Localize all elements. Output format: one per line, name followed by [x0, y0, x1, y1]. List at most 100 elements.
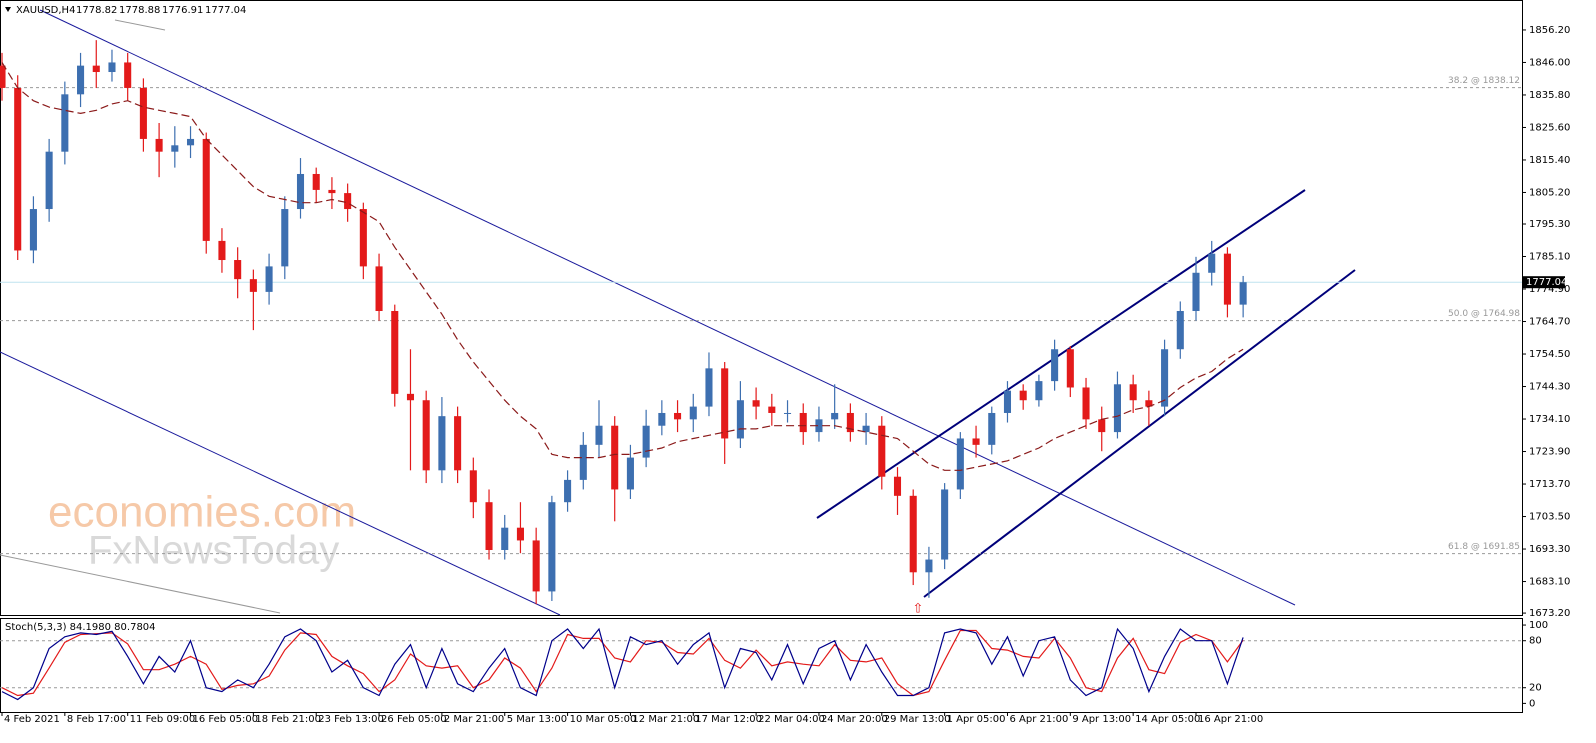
x-tick-label: 5 Mar 13:00: [507, 714, 567, 725]
candle-body: [768, 406, 776, 413]
candle-body: [312, 173, 320, 190]
candle-body: [265, 266, 273, 292]
channel-line: [923, 269, 1356, 598]
candle-body: [328, 189, 336, 194]
x-tick-label: 10 Mar 05:00: [570, 714, 637, 725]
trend-lines: [0, 9, 1356, 616]
candle-body: [186, 138, 195, 146]
y-tick-label: 1693.30: [1529, 544, 1570, 555]
candle-body: [1176, 311, 1184, 350]
candle-body: [532, 540, 540, 592]
candle-body: [171, 145, 179, 152]
y-tick-label: 1723.90: [1529, 447, 1570, 458]
trend-line: [0, 554, 281, 614]
x-tick-label: 14 Apr 05:00: [1135, 714, 1200, 725]
indicator-panel: [0, 618, 1523, 713]
y-tick-label: 1754.50: [1529, 349, 1570, 360]
candle-body: [296, 173, 305, 210]
candle-body: [92, 65, 100, 73]
candle-body: [956, 438, 964, 490]
channel-line: [816, 189, 1306, 519]
x-tick-label: 1 Apr 05:00: [947, 714, 1006, 725]
indicator-tick-label: 20: [1529, 683, 1542, 694]
candle-body: [815, 419, 823, 433]
indicator-line: [1, 629, 1244, 697]
y-tick-label: 1774.90: [1529, 284, 1570, 295]
candle-body: [831, 412, 839, 420]
candle-body: [972, 438, 980, 445]
indicator-tick-label: 100: [1529, 620, 1548, 631]
trend-line: [114, 19, 166, 31]
candle-body: [1051, 349, 1059, 382]
candle-body: [29, 209, 37, 251]
candle-body: [1113, 384, 1121, 433]
candle-body: [1223, 253, 1231, 305]
y-tick-label: 1673.20: [1529, 608, 1570, 619]
indicator-tick-label: 80: [1529, 636, 1542, 647]
last-price-label: 1777.04: [1526, 277, 1567, 288]
candle-body: [391, 311, 399, 394]
x-tick-label: 12 Mar 21:00: [632, 714, 699, 725]
candle-body: [516, 527, 524, 541]
candle-body: [564, 479, 572, 503]
symbol-title: XAUUSD,H4: [16, 5, 75, 16]
y-tick-label: 1744.30: [1529, 382, 1570, 393]
candle-body: [642, 425, 650, 458]
x-tick-label: 26 Feb 05:00: [381, 714, 447, 725]
candle-body: [721, 368, 729, 439]
candle-body: [45, 151, 53, 210]
y-tick-label: 1734.10: [1529, 414, 1570, 425]
watermark: economies.com: [48, 488, 356, 537]
candle-body: [595, 425, 603, 445]
candle-body: [501, 527, 509, 550]
indicator-label: Stoch(5,3,3) 84.1980 80.7804: [5, 622, 156, 633]
candle-body: [846, 412, 854, 433]
candle-body: [689, 406, 697, 420]
candle-body: [1129, 384, 1137, 401]
y-tick-label: 1815.40: [1529, 155, 1570, 166]
candle-body: [705, 368, 713, 407]
candle-body: [1019, 390, 1027, 401]
header-value: 1777.04: [205, 5, 246, 16]
header-values: 1778.82 1778.88 1776.91 1777.04: [76, 5, 246, 16]
y-tick-label: 1835.80: [1529, 90, 1570, 101]
x-tick-label: 22 Mar 04:00: [758, 714, 825, 725]
price-panel: [0, 0, 1523, 616]
candle-body: [736, 400, 744, 439]
candle-body: [469, 470, 477, 503]
y-tick-label: 1856.20: [1529, 25, 1570, 36]
candle-body: [0, 65, 6, 88]
candle-body: [438, 416, 446, 471]
candle-body: [909, 495, 917, 573]
candle-body: [485, 502, 493, 550]
header-value: 1778.88: [119, 5, 160, 16]
candle-body: [893, 476, 902, 496]
x-tick-label: 6 Apr 21:00: [1009, 714, 1068, 725]
x-tick-label: 9 Apr 13:00: [1072, 714, 1131, 725]
x-tick-label: 11 Feb 09:00: [130, 714, 196, 725]
candle-body: [1003, 390, 1012, 413]
candle-body: [406, 393, 415, 401]
fib-label: 50.0 @ 1764.98: [1448, 309, 1520, 319]
candle-body: [139, 87, 147, 139]
candle-body: [1239, 282, 1247, 305]
candle-body: [249, 279, 257, 292]
candle-body: [155, 138, 163, 152]
x-tick-label: 4 Feb 2021: [4, 714, 60, 725]
candle-body: [941, 489, 949, 560]
candle-body: [1208, 253, 1216, 273]
candle-body: [799, 412, 807, 433]
x-tick-label: 18 Feb 21:00: [255, 714, 321, 725]
header-value: 1778.82: [76, 5, 117, 16]
y-tick-label: 1683.10: [1529, 577, 1570, 588]
candle-body: [61, 94, 69, 152]
candle-body: [422, 400, 430, 471]
x-tick-label: 24 Mar 20:00: [821, 714, 888, 725]
y-tick-label: 1825.60: [1529, 122, 1570, 133]
fib-label: 38.2 @ 1838.12: [1448, 76, 1520, 86]
x-tick-label: 16 Apr 21:00: [1198, 714, 1263, 725]
candle-body: [658, 412, 666, 426]
arrow-marker: ⇧: [913, 602, 924, 617]
fib-label: 61.8 @ 1691.85: [1448, 542, 1520, 552]
